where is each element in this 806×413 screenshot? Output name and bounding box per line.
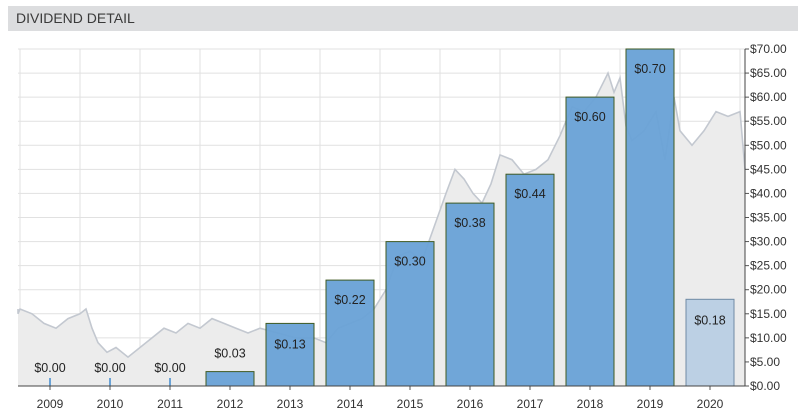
x-tick-label: 2020	[697, 397, 724, 411]
bar-label-layer: $0.00 $0.00 $0.00 $0.03 $0.13 $0.22 $0.30 $0.38…	[34, 62, 725, 375]
bar-2012[interactable]	[205, 371, 255, 387]
x-tick-label: 2017	[517, 397, 544, 411]
price-area	[18, 73, 745, 386]
bar-layer	[49, 48, 735, 387]
bar-value-label: $0.13	[274, 337, 305, 351]
bar-value-label: $0.38	[454, 216, 485, 230]
y-tick-label: $50.00	[750, 138, 787, 152]
bar-value-label: $0.00	[34, 361, 65, 375]
x-tick-label: 2019	[637, 397, 664, 411]
section-header: DIVIDEND DETAIL	[8, 6, 798, 31]
y-tick-label: $70.00	[750, 42, 787, 56]
y-tick-label: $10.00	[750, 331, 787, 345]
bar-2016[interactable]	[445, 202, 495, 387]
bar-2013[interactable]	[265, 322, 315, 387]
y-tick-label: $45.00	[750, 162, 787, 176]
y-tick-label: $65.00	[750, 66, 787, 80]
y-tick-label: $5.00	[750, 355, 780, 369]
bar-2019[interactable]	[625, 48, 675, 387]
y-tick-label: $15.00	[750, 307, 787, 321]
y-tick-label: $20.00	[750, 283, 787, 297]
bar-value-label: $0.22	[334, 293, 365, 307]
x-tick-label: 2016	[457, 397, 484, 411]
y-tick-label: $35.00	[750, 211, 787, 225]
bar-2014[interactable]	[325, 279, 375, 387]
y-tick-label: $25.00	[750, 259, 787, 273]
x-tick-label: 2013	[277, 397, 304, 411]
x-tick-label: 2015	[397, 397, 424, 411]
bar-2015[interactable]	[385, 241, 435, 387]
x-tick-label: 2010	[97, 397, 124, 411]
y-tick-label: $60.00	[750, 90, 787, 104]
bar-value-label: $0.44	[514, 187, 545, 201]
x-tick-label: 2009	[37, 397, 64, 411]
bar-projected-2020[interactable]	[685, 298, 735, 387]
bar-value-label: $0.03	[214, 347, 245, 361]
y-tick-label: $40.00	[750, 186, 787, 200]
axis-layer: $0.00 $5.00 $10.00 $15.00 $20.00 $25.00 $30.00…	[18, 42, 787, 411]
bar-value-label: $0.60	[574, 110, 605, 124]
x-tick-label: 2012	[217, 397, 244, 411]
bar-value-label: $0.00	[154, 361, 185, 375]
bar-value-label: $0.70	[634, 62, 665, 76]
bar-2017[interactable]	[505, 173, 555, 387]
x-tick-label: 2014	[337, 397, 364, 411]
x-tick-label: 2018	[577, 397, 604, 411]
bar-value-label: $0.30	[394, 255, 425, 269]
section-title: DIVIDEND DETAIL	[16, 10, 135, 26]
y-tick-label: $55.00	[750, 114, 787, 128]
bar-value-label: $0.18	[694, 313, 725, 327]
y-tick-label: $30.00	[750, 235, 787, 249]
y-tick-label: $0.00	[750, 379, 780, 393]
x-tick-label: 2011	[157, 397, 183, 411]
bar-2018[interactable]	[565, 96, 615, 387]
bar-value-label: $0.00	[94, 361, 125, 375]
